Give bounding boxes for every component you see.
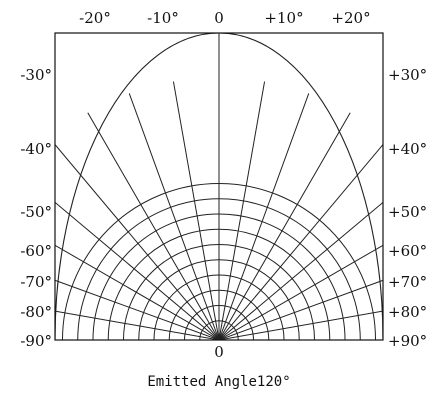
- radial-grid-line: [128, 93, 220, 340]
- right-tick-label: +80°: [388, 303, 427, 321]
- radial-grid-line: [55, 201, 220, 340]
- left-tick-label: -80°: [20, 303, 52, 321]
- radial-grid-line: [218, 279, 383, 340]
- radial-grid-line: [218, 244, 383, 340]
- right-tick-labels: +30° +40° +50° +60° +70° +80° +90°: [388, 66, 427, 350]
- radial-grid-line: [55, 244, 220, 340]
- radial-grid-line: [55, 310, 220, 340]
- radial-grid-line: [172, 81, 220, 340]
- radial-grid-line: [55, 143, 220, 340]
- left-tick-label: -90°: [20, 332, 52, 350]
- top-tick-label: -20°: [79, 9, 111, 27]
- bottom-tick-label: 0: [214, 343, 224, 361]
- radial-grid-line: [218, 201, 383, 340]
- radial-grid-line: [218, 112, 351, 340]
- right-tick-label: +60°: [388, 242, 427, 260]
- left-tick-label: -40°: [20, 140, 52, 158]
- top-tick-label: +20°: [331, 9, 370, 27]
- radial-grid-line: [218, 81, 266, 340]
- top-tick-label: -10°: [147, 9, 179, 27]
- left-tick-label: -30°: [20, 66, 52, 84]
- top-tick-labels: -20° -10° 0 +10° +20°: [79, 9, 370, 27]
- top-tick-label: +10°: [264, 9, 303, 27]
- radial-grid-line: [55, 279, 220, 340]
- left-tick-labels: -30° -40° -50° -60° -70° -80° -90°: [20, 66, 52, 350]
- left-tick-label: -60°: [20, 242, 52, 260]
- right-tick-label: +30°: [388, 66, 427, 84]
- x-axis-title: Emitted Angle120°: [147, 374, 290, 390]
- left-tick-label: -50°: [20, 203, 52, 221]
- radial-grid-line: [218, 93, 310, 340]
- right-tick-label: +50°: [388, 203, 427, 221]
- right-tick-label: +90°: [388, 332, 427, 350]
- top-tick-label: 0: [214, 9, 224, 27]
- right-tick-label: +70°: [388, 273, 427, 291]
- radial-grid-line: [218, 310, 383, 340]
- radial-grid-line: [87, 112, 220, 340]
- radial-grid-line: [218, 143, 383, 340]
- right-tick-label: +40°: [388, 140, 427, 158]
- left-tick-label: -70°: [20, 273, 52, 291]
